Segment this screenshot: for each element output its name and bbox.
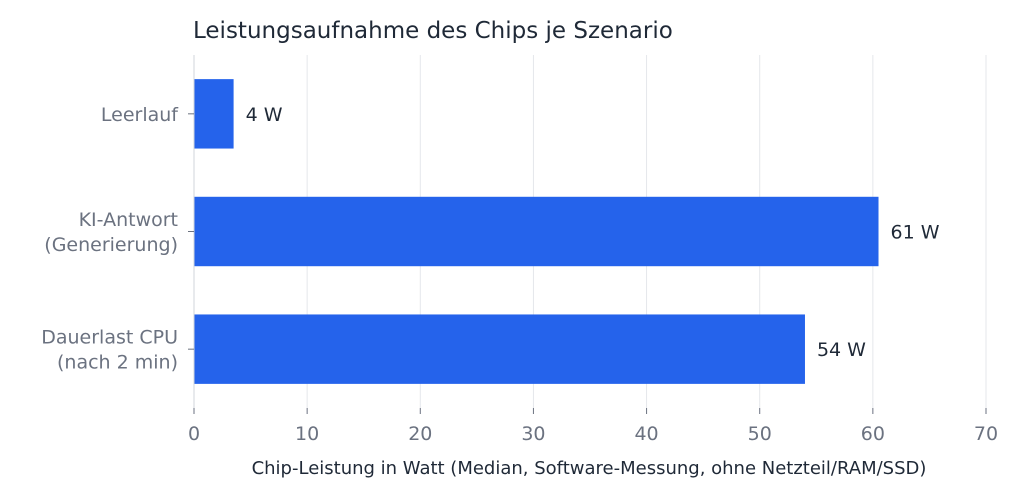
x-tick-label: 10	[295, 423, 319, 445]
bar	[194, 314, 805, 384]
data-label: 61 W	[891, 222, 940, 244]
x-tick-label: 30	[521, 423, 545, 445]
category-label: KI-Antwort	[79, 209, 178, 231]
x-tick-label: 70	[974, 423, 998, 445]
category-label: Leerlauf	[101, 104, 179, 126]
category-label: (Generierung)	[44, 234, 178, 256]
x-tick-label: 40	[634, 423, 658, 445]
data-label: 54 W	[817, 339, 866, 361]
x-tick-label: 20	[408, 423, 432, 445]
category-label: (nach 2 min)	[57, 352, 178, 374]
x-tick-label: 60	[861, 423, 885, 445]
x-axis-title: Chip-Leistung in Watt (Median, Software-…	[252, 458, 927, 479]
x-tick-label: 50	[748, 423, 772, 445]
bar	[194, 79, 234, 149]
labels: 0 10 20 30 40 50 60 70 4 W Leerlauf 61 W KI-Antwort…	[41, 104, 998, 445]
data-label: 4 W	[246, 104, 283, 126]
bars	[194, 79, 879, 384]
axes	[188, 55, 987, 414]
bar	[194, 196, 879, 267]
category-label: Dauerlast CPU	[41, 327, 178, 349]
x-tick-label: 0	[188, 423, 200, 445]
chart-title: Leistungsaufnahme des Chips je Szenario	[193, 18, 673, 44]
